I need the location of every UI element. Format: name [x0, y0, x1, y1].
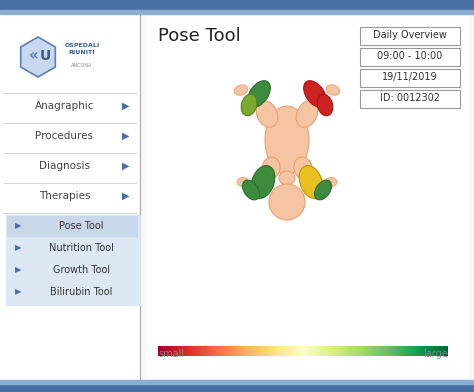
Bar [7, 260, 138, 281]
Text: Growth Tool: Growth Tool [53, 265, 110, 275]
Ellipse shape [248, 81, 270, 107]
Text: ▶: ▶ [15, 265, 21, 274]
Bar [7, 282, 138, 303]
Text: 19/11/2019: 19/11/2019 [382, 72, 438, 82]
Ellipse shape [296, 101, 318, 127]
Ellipse shape [326, 85, 340, 95]
Text: ▶: ▶ [15, 243, 21, 252]
Ellipse shape [241, 94, 257, 116]
Text: large: large [423, 349, 448, 359]
Polygon shape [21, 37, 55, 77]
Text: Pose Tool: Pose Tool [158, 27, 241, 45]
Bar [0, 0, 474, 10]
Text: Procedures: Procedures [36, 131, 93, 141]
FancyBboxPatch shape [360, 27, 460, 45]
Text: ID: 0012302: ID: 0012302 [380, 93, 440, 103]
Text: ▶: ▶ [122, 131, 130, 141]
Text: ▶: ▶ [122, 101, 130, 111]
FancyBboxPatch shape [360, 90, 460, 108]
Ellipse shape [262, 157, 280, 179]
Text: Pose Tool: Pose Tool [59, 221, 103, 231]
Ellipse shape [269, 184, 305, 220]
Bar [0, 380, 474, 384]
Text: sinc: sinc [312, 381, 356, 392]
Ellipse shape [317, 94, 333, 116]
Bar [6, 215, 140, 305]
Ellipse shape [234, 85, 248, 95]
Text: ▶: ▶ [122, 191, 130, 201]
Text: Bilirubin Tool: Bilirubin Tool [50, 287, 112, 297]
Text: Anagraphic: Anagraphic [35, 101, 94, 111]
Ellipse shape [237, 178, 249, 187]
Text: 09:00 - 10:00: 09:00 - 10:00 [377, 51, 443, 61]
Text: ▶: ▶ [122, 161, 130, 171]
Text: Therapies: Therapies [39, 191, 90, 201]
FancyBboxPatch shape [360, 48, 460, 66]
Ellipse shape [304, 81, 326, 107]
Circle shape [282, 383, 308, 392]
Text: small: small [158, 349, 184, 359]
Bar [0, 14, 140, 380]
Ellipse shape [314, 180, 331, 200]
Ellipse shape [256, 101, 278, 127]
Bar [4, 24, 136, 89]
Ellipse shape [299, 165, 323, 198]
Bar [7, 238, 138, 259]
Text: ♟: ♟ [289, 388, 301, 392]
Text: OSPEDALI
RIUNITI: OSPEDALI RIUNITI [64, 43, 100, 55]
Ellipse shape [243, 180, 260, 200]
Text: U: U [39, 49, 51, 63]
Text: ▶: ▶ [15, 221, 21, 230]
Text: ▼: ▼ [122, 221, 130, 231]
Ellipse shape [265, 106, 309, 174]
Bar [140, 14, 474, 380]
Ellipse shape [279, 171, 295, 185]
Text: Daily Overview: Daily Overview [373, 30, 447, 40]
Ellipse shape [251, 165, 275, 198]
Bar [7, 216, 138, 237]
Text: Nutrition Tool: Nutrition Tool [49, 243, 114, 253]
Bar [0, 10, 474, 14]
Text: Diagnosis: Diagnosis [39, 161, 90, 171]
FancyBboxPatch shape [360, 69, 460, 87]
Bar [146, 16, 468, 376]
Text: ▶: ▶ [15, 287, 21, 296]
Text: «: « [29, 49, 39, 64]
Text: Tools: Tools [52, 221, 77, 231]
Ellipse shape [294, 157, 312, 179]
Ellipse shape [325, 178, 337, 187]
Text: ANCONA: ANCONA [71, 62, 93, 67]
Bar [0, 384, 474, 392]
